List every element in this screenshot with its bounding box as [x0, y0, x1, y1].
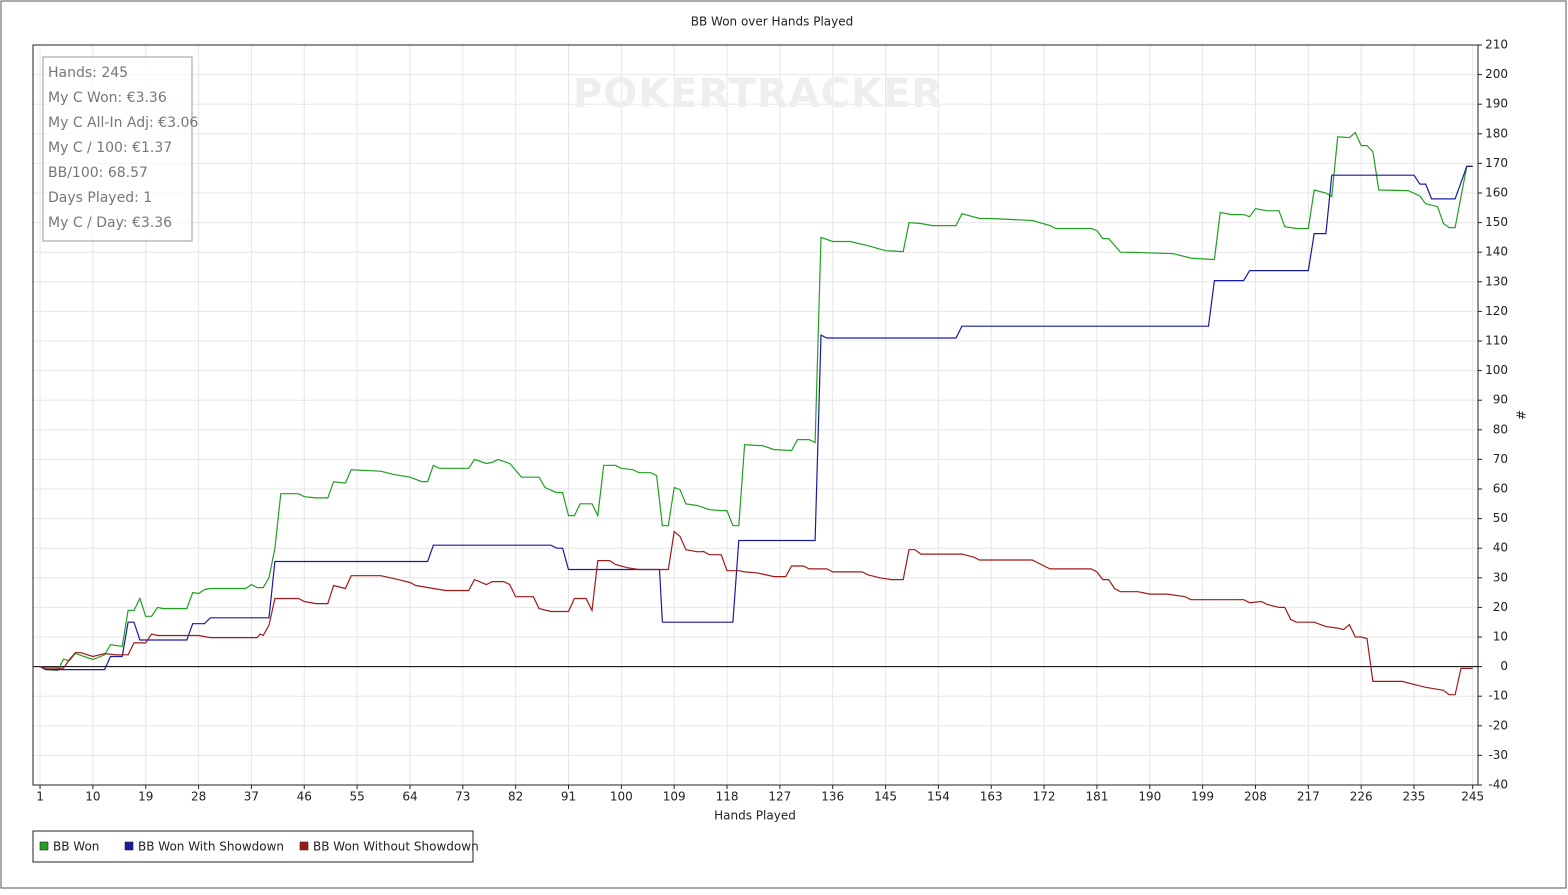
x-tick-label: 136 [821, 790, 844, 804]
y-tick-label: 70 [1493, 452, 1508, 466]
y-tick-label: 50 [1493, 511, 1508, 525]
x-tick-label: 1 [36, 790, 44, 804]
x-tick-label: 145 [874, 790, 897, 804]
legend-swatch [39, 841, 49, 851]
y-tick-label: 160 [1485, 186, 1508, 200]
legend-label: BB Won Without Showdown [313, 840, 479, 854]
y-tick-label: 30 [1493, 570, 1508, 584]
y-tick-label: 190 [1485, 97, 1508, 111]
x-tick-label: 154 [927, 790, 950, 804]
grid [33, 44, 1478, 786]
x-axis-label: Hands Played [714, 809, 796, 823]
x-tick-label: 100 [610, 790, 633, 804]
info-text: Days Played: 1 [48, 190, 152, 206]
y-axis-label: # [1514, 410, 1528, 420]
series-line [39, 131, 1473, 672]
chart-title: BB Won over Hands Played [691, 15, 853, 29]
x-tick-label: 73 [455, 790, 470, 804]
info-box [42, 56, 193, 242]
y-tick-label: 180 [1485, 126, 1508, 140]
y-tick-label: 110 [1485, 334, 1508, 348]
x-tick-label: 91 [561, 790, 576, 804]
y-tick-label: 60 [1493, 482, 1508, 496]
y-tick-label: 80 [1493, 422, 1508, 436]
y-tick-label: 150 [1485, 215, 1508, 229]
x-tick-label: 64 [402, 790, 417, 804]
info-text: Hands: 245 [48, 65, 128, 81]
info-text: My C All-In Adj: €3.06 [48, 115, 198, 131]
y-tick-label: 100 [1485, 363, 1508, 377]
info-text: BB/100: 68.57 [48, 165, 148, 181]
x-tick-label: 226 [1350, 790, 1373, 804]
y-tick-label: 20 [1493, 600, 1508, 614]
y-tick-label: 170 [1485, 156, 1508, 170]
x-tick-label: 181 [1085, 790, 1108, 804]
y-tick-label: 10 [1493, 630, 1508, 644]
y-tick-label: 210 [1485, 38, 1508, 52]
x-tick-label: 109 [663, 790, 686, 804]
x-tick-label: 199 [1191, 790, 1214, 804]
x-tick-label: 19 [138, 790, 153, 804]
legend-label: BB Won With Showdown [138, 840, 284, 854]
y-tick-label: 0 [1500, 659, 1508, 673]
legend-swatch [299, 841, 309, 851]
y-tick-label: 40 [1493, 541, 1508, 555]
x-tick-label: 235 [1403, 790, 1426, 804]
series-line [39, 530, 1473, 696]
x-tick-label: 127 [768, 790, 791, 804]
x-tick-label: 82 [508, 790, 523, 804]
watermark: POKERTRACKER [573, 71, 943, 117]
info-text: My C / Day: €3.36 [48, 215, 172, 231]
legend [32, 830, 474, 863]
y-tick-label: 130 [1485, 274, 1508, 288]
x-tick-label: 28 [191, 790, 206, 804]
y-tick-label: -10 [1488, 689, 1508, 703]
x-tick-label: 172 [1033, 790, 1056, 804]
y-tick-label: 90 [1493, 393, 1508, 407]
x-tick-label: 208 [1244, 790, 1267, 804]
y-tick-label: 120 [1485, 304, 1508, 318]
legend-label: BB Won [53, 840, 99, 854]
plot-border [32, 44, 1479, 786]
info-text: My C Won: €3.36 [48, 90, 167, 106]
info-text: My C / 100: €1.37 [48, 140, 172, 156]
y-tick-label: 200 [1485, 67, 1508, 81]
y-tick-label: -40 [1488, 778, 1508, 792]
legend-swatch [124, 841, 134, 851]
x-tick-label: 217 [1297, 790, 1320, 804]
x-tick-label: 37 [244, 790, 259, 804]
x-tick-label: 163 [980, 790, 1003, 804]
x-tick-label: 55 [349, 790, 364, 804]
y-tick-label: -30 [1488, 748, 1508, 762]
x-tick-label: 10 [85, 790, 100, 804]
y-tick-label: 140 [1485, 245, 1508, 259]
x-tick-label: 190 [1138, 790, 1161, 804]
x-tick-label: 245 [1461, 790, 1484, 804]
x-tick-label: 46 [297, 790, 312, 804]
x-tick-label: 118 [716, 790, 739, 804]
y-tick-label: -20 [1488, 718, 1508, 732]
